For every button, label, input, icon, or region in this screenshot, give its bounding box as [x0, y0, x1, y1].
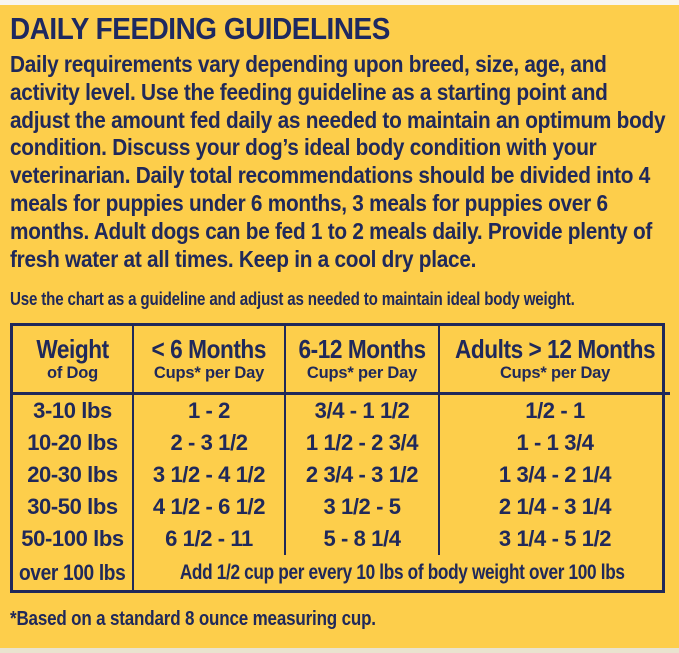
value-cell-under6: 6 1/2 - 11: [134, 523, 286, 556]
value-cell-6to12: 3 1/2 - 5: [286, 491, 440, 524]
column-subtitle-adults: Cups* per Day: [499, 364, 611, 383]
top-edge-strip: [0, 0, 679, 5]
value-cell-under6: 3 1/2 - 4 1/2: [134, 459, 286, 492]
column-subtitle-weight: of Dog: [46, 364, 99, 383]
column-subtitle-under-6-months: Cups* per Day: [153, 364, 265, 383]
weight-cell: 10-20 lbs: [13, 427, 134, 460]
label-content: DAILY FEEDING GUIDELINES Daily requireme…: [0, 11, 679, 631]
chart-usage-note: Use the chart as a guideline and adjust …: [10, 289, 575, 310]
value-cell-6to12: 1 1/2 - 2 3/4: [286, 427, 440, 460]
value-cell-6to12: 2 3/4 - 3 1/2: [286, 459, 440, 492]
column-title-weight: Weight: [36, 334, 109, 365]
table-header-adults: Adults > 12 Months Cups* per Day: [440, 326, 671, 396]
value-cell-under6: 2 - 3 1/2: [134, 427, 286, 460]
column-title-under-6-months: < 6 Months: [151, 334, 267, 365]
value-cell-6to12: 3/4 - 1 1/2: [286, 395, 440, 428]
intro-paragraph: Daily requirements vary depending upon b…: [10, 51, 666, 272]
value-cell-adults: 1 3/4 - 2 1/4: [498, 462, 612, 488]
weight-cell: 30-50 lbs: [13, 491, 134, 524]
column-title-adults: Adults > 12 Months: [454, 334, 656, 365]
weight-cell-over-100: over 100 lbs: [13, 555, 134, 591]
table-header-weight: Weight of Dog: [13, 326, 134, 396]
weight-cell: 3-10 lbs: [13, 395, 134, 428]
table-header-6-12-months: 6-12 Months Cups* per Day: [286, 326, 440, 396]
weight-cell: 20-30 lbs: [13, 459, 134, 492]
page-title: DAILY FEEDING GUIDELINES: [10, 11, 390, 46]
value-cell-under6: 4 1/2 - 6 1/2: [134, 491, 286, 524]
weight-cell-over-100-label: over 100 lbs: [19, 559, 126, 585]
measuring-cup-footnote: *Based on a standard 8 ounce measuring c…: [10, 608, 679, 631]
table-header-under-6-months: < 6 Months Cups* per Day: [134, 326, 286, 396]
value-cell-adults: 2 1/4 - 3 1/4: [498, 494, 612, 520]
bottom-edge-strip: [0, 648, 679, 653]
weight-cell: 50-100 lbs: [13, 523, 134, 556]
value-cell-6to12: 5 - 8 1/4: [286, 523, 440, 556]
value-cell-adults: 3 1/4 - 5 1/2: [498, 526, 612, 552]
measuring-cup-footnote-text: *Based on a standard 8 ounce measuring c…: [10, 608, 376, 631]
over-100-note-text: Add 1/2 cup per every 10 lbs of body wei…: [179, 560, 625, 584]
value-cell-adults: 1 - 1 3/4: [516, 430, 594, 456]
value-cell-adults: 1/2 - 1: [525, 398, 585, 424]
column-subtitle-6-12-months: Cups* per Day: [306, 364, 418, 383]
over-100-note-cell: Add 1/2 cup per every 10 lbs of body wei…: [134, 555, 670, 590]
column-title-6-12-months: 6-12 Months: [298, 334, 426, 365]
value-cell-under6: 1 - 2: [134, 395, 286, 428]
feeding-table: Weight of Dog < 6 Months Cups* per Day 6…: [10, 323, 671, 594]
